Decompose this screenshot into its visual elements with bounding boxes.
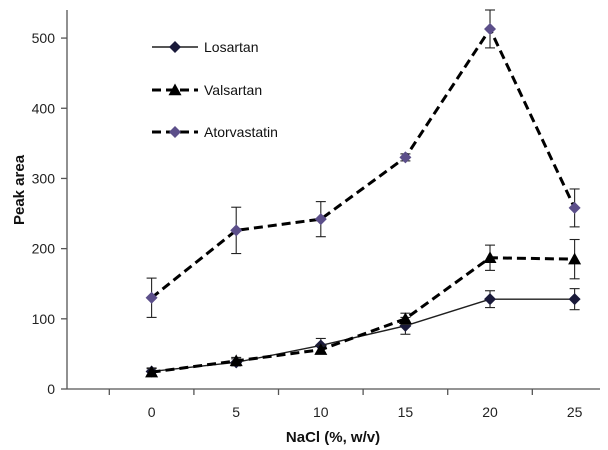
- y-tick-label: 400: [32, 100, 56, 116]
- x-axis-title: NaCl (%, w/v): [286, 429, 380, 446]
- data-point: [145, 365, 159, 378]
- y-axis-title: Peak area: [11, 154, 28, 225]
- x-tick-label: 5: [232, 404, 240, 420]
- series-layer: [145, 9, 582, 378]
- data-point: [229, 354, 243, 367]
- data-point: [230, 224, 243, 237]
- data-point: [145, 291, 158, 304]
- legend-label: Losartan: [204, 39, 258, 55]
- data-point: [483, 251, 497, 263]
- x-tick-label: 20: [482, 404, 498, 420]
- axes: 0 100 200 300 400 500 0 5 10 15 20 25: [32, 10, 600, 420]
- legend: Losartan Valsartan Atorvastatin: [152, 39, 278, 140]
- y-tick-label: 200: [32, 241, 56, 257]
- y-tick-label: 100: [32, 311, 56, 327]
- data-point: [398, 312, 412, 325]
- data-point: [399, 151, 412, 164]
- y-tick-label: 300: [32, 170, 56, 186]
- series-line: [150, 27, 576, 299]
- legend-marker: [168, 83, 182, 96]
- legend-item-atorvastatin: Atorvastatin: [152, 124, 278, 140]
- y-tick-label: 500: [32, 30, 56, 46]
- series-line: [151, 256, 575, 374]
- data-point: [484, 293, 497, 306]
- legend-marker: [169, 126, 181, 138]
- legend-label: Atorvastatin: [204, 124, 278, 140]
- legend-marker: [169, 41, 181, 53]
- y-tick-label: 0: [47, 381, 55, 397]
- x-tick-label: 15: [398, 404, 414, 420]
- x-tick-label: 10: [313, 404, 329, 420]
- legend-item-valsartan: Valsartan: [152, 82, 262, 98]
- data-point: [568, 252, 582, 265]
- series-atorvastatin: [145, 9, 581, 318]
- x-tick-label: 0: [148, 404, 156, 420]
- data-point: [568, 293, 581, 306]
- data-point: [568, 201, 581, 214]
- legend-label: Valsartan: [204, 82, 262, 98]
- legend-item-losartan: Losartan: [152, 39, 258, 55]
- x-tick-label: 25: [567, 404, 583, 420]
- data-point: [314, 213, 327, 226]
- data-point: [314, 343, 328, 355]
- series-valsartan: [145, 238, 582, 378]
- data-point: [484, 22, 497, 35]
